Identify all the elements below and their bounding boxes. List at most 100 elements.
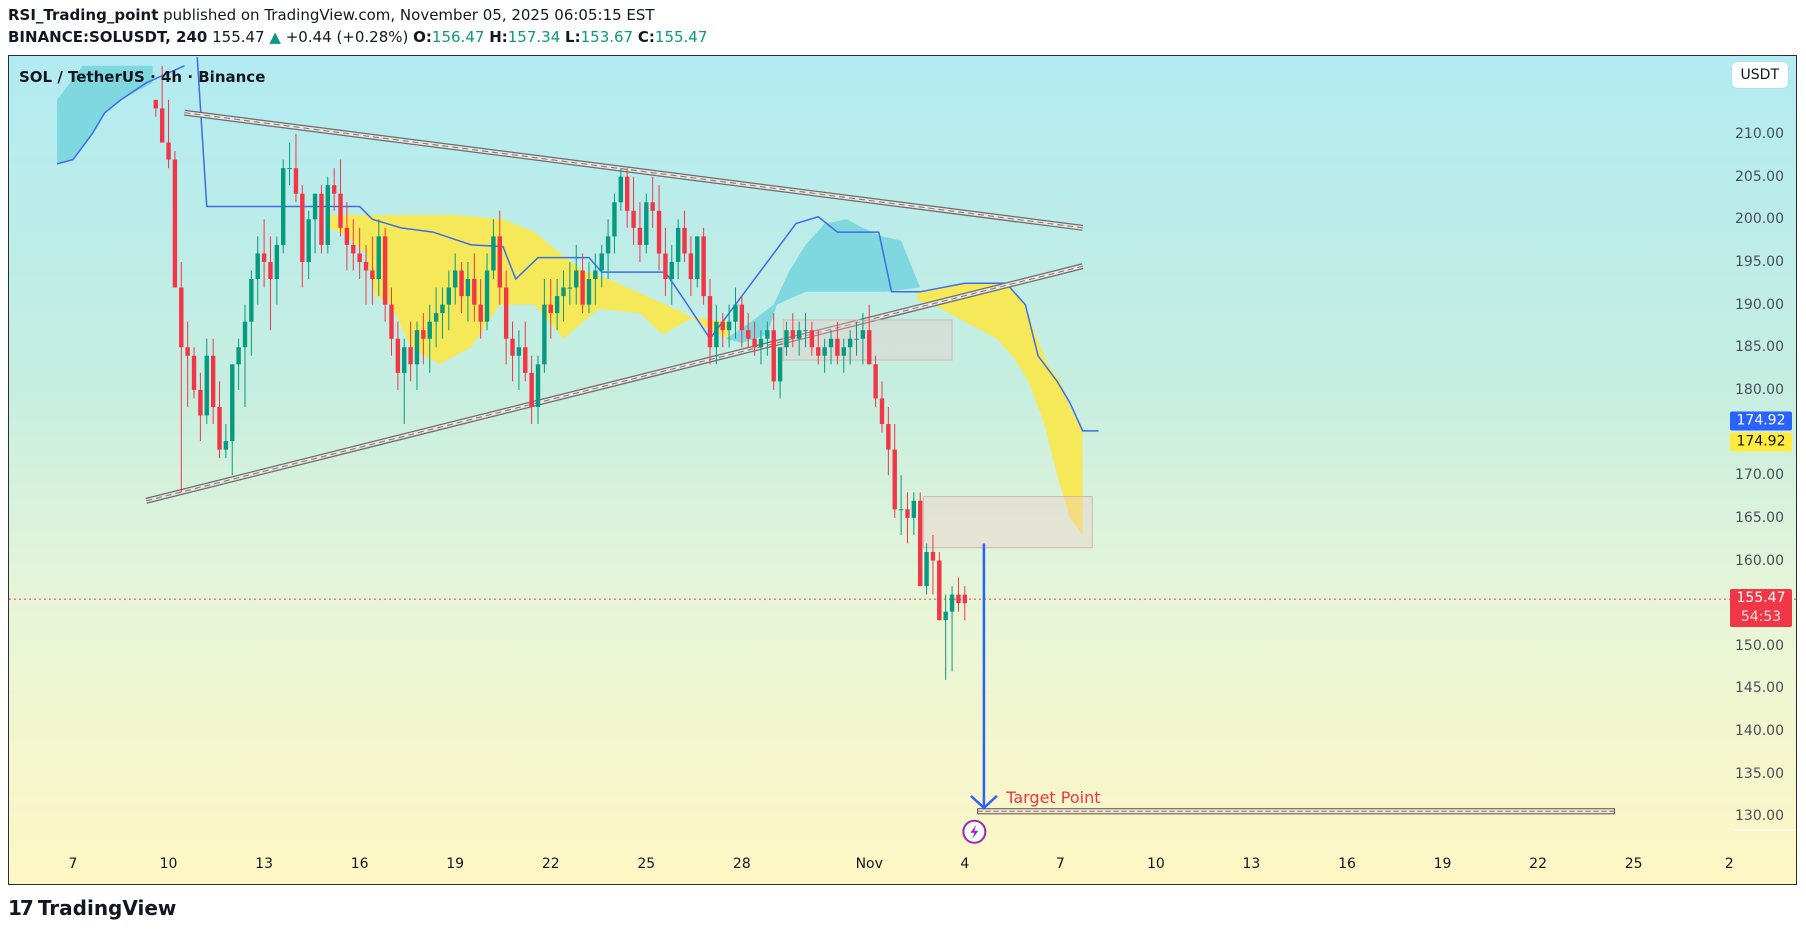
candle-body [395, 338, 401, 373]
candle-body [937, 560, 942, 621]
candle-body [433, 313, 439, 322]
candle-body [497, 236, 502, 288]
price-tick: 170.00 [1735, 467, 1784, 484]
candle-body [835, 338, 840, 356]
target-point-label: Target Point [1006, 788, 1101, 808]
candle-body [261, 253, 267, 262]
close-label: C: [637, 28, 655, 46]
price-tick: 190.00 [1735, 296, 1784, 313]
candle-body [548, 304, 553, 314]
target-arrow-head [970, 794, 998, 810]
candle-body [185, 347, 190, 356]
candle-body [351, 244, 356, 254]
price-tick: 135.00 [1735, 765, 1784, 782]
candle-body [765, 330, 770, 339]
candle-body [867, 330, 872, 365]
high-label: H: [489, 28, 508, 46]
candle-body [376, 236, 381, 280]
candle-body [223, 441, 229, 450]
candle-body [523, 347, 528, 373]
candle-body [790, 330, 796, 339]
price-tick: 150.00 [1735, 637, 1784, 654]
candle-body [306, 219, 311, 262]
price-badge: 155.47 54:53 [1730, 589, 1792, 628]
open-value: 156.47 [431, 28, 485, 46]
target-zone [977, 808, 1616, 815]
low-label: L: [565, 28, 581, 46]
candle-body [153, 99, 159, 109]
candle-body [886, 424, 891, 450]
candle-body [357, 253, 362, 262]
candle-body [650, 202, 655, 211]
time-tick: 4 [960, 856, 970, 872]
candle-body [217, 406, 222, 450]
candle-body [918, 500, 923, 587]
span-b-line-early [56, 65, 185, 165]
candle-body [331, 185, 337, 194]
candle-body [166, 142, 171, 160]
price-plot[interactable] [9, 56, 1797, 885]
brand-name: TradingView [37, 896, 177, 920]
up-arrow-icon: ▲ [269, 28, 281, 46]
author-name[interactable]: RSI_Trading_point [8, 6, 159, 24]
time-tick: 13 [255, 856, 274, 872]
time-tick: 13 [1242, 856, 1261, 872]
time-tick: Nov [855, 856, 883, 872]
price-tick: 140.00 [1735, 723, 1784, 740]
candle-body [637, 227, 643, 245]
candle-body [841, 347, 846, 356]
price-tick: 180.00 [1735, 381, 1784, 398]
currency-unit-button[interactable]: USDT [1731, 62, 1788, 88]
price-tick: 185.00 [1735, 339, 1784, 356]
candle-body [618, 176, 624, 203]
candle-body [268, 261, 273, 280]
cloud-bear [327, 215, 730, 365]
price-tick: 145.00 [1735, 680, 1784, 697]
tradingview-logo-icon: 17 [8, 896, 34, 920]
candle-body [249, 279, 254, 322]
candle-body [491, 236, 496, 271]
candle-body [325, 185, 330, 245]
chart-pane[interactable]: SOL / TetherUS · 4h · Binance USDT 210.0… [8, 55, 1797, 885]
candle-body [733, 304, 738, 322]
candle-body [809, 330, 815, 348]
time-tick: 7 [68, 856, 78, 872]
time-tick: 16 [1338, 856, 1356, 872]
time-tick: 22 [541, 856, 560, 872]
price-change: +0.44 (+0.28%) [285, 28, 409, 46]
candle-body [612, 202, 617, 237]
candle-body [338, 193, 343, 228]
time-tick: 19 [1433, 856, 1452, 872]
low-value: 153.67 [580, 28, 634, 46]
candle-body [701, 236, 706, 297]
candle-body [771, 330, 776, 382]
candle-body [427, 321, 432, 339]
candle-body [854, 338, 859, 340]
price-tick: 210.00 [1735, 126, 1784, 142]
price-tick: 165.00 [1735, 509, 1784, 526]
candle-body [720, 321, 725, 331]
candle-body [675, 227, 681, 262]
candle-body [198, 389, 203, 416]
candle-body [803, 330, 808, 332]
time-tick: 10 [159, 856, 178, 872]
time-tick: 25 [1624, 856, 1643, 872]
candle-body [459, 270, 464, 297]
candle-body [319, 193, 324, 245]
price-tick: 200.00 [1735, 211, 1784, 228]
candle-body [300, 193, 305, 262]
candle-body [898, 509, 904, 511]
time-tick: 22 [1529, 856, 1548, 872]
candle-body [440, 304, 445, 314]
resistance-box [922, 496, 1093, 549]
candle-body [274, 244, 280, 280]
candle-body [421, 330, 426, 339]
price-tick: 130.00 [1735, 808, 1784, 825]
triangle-lower-line-dash [146, 265, 1083, 502]
time-tick: 16 [350, 856, 369, 872]
candle-body [726, 321, 732, 331]
candle-body [796, 330, 802, 339]
candle-body [911, 500, 917, 518]
candle-body [446, 287, 452, 305]
candle-body [656, 210, 662, 254]
